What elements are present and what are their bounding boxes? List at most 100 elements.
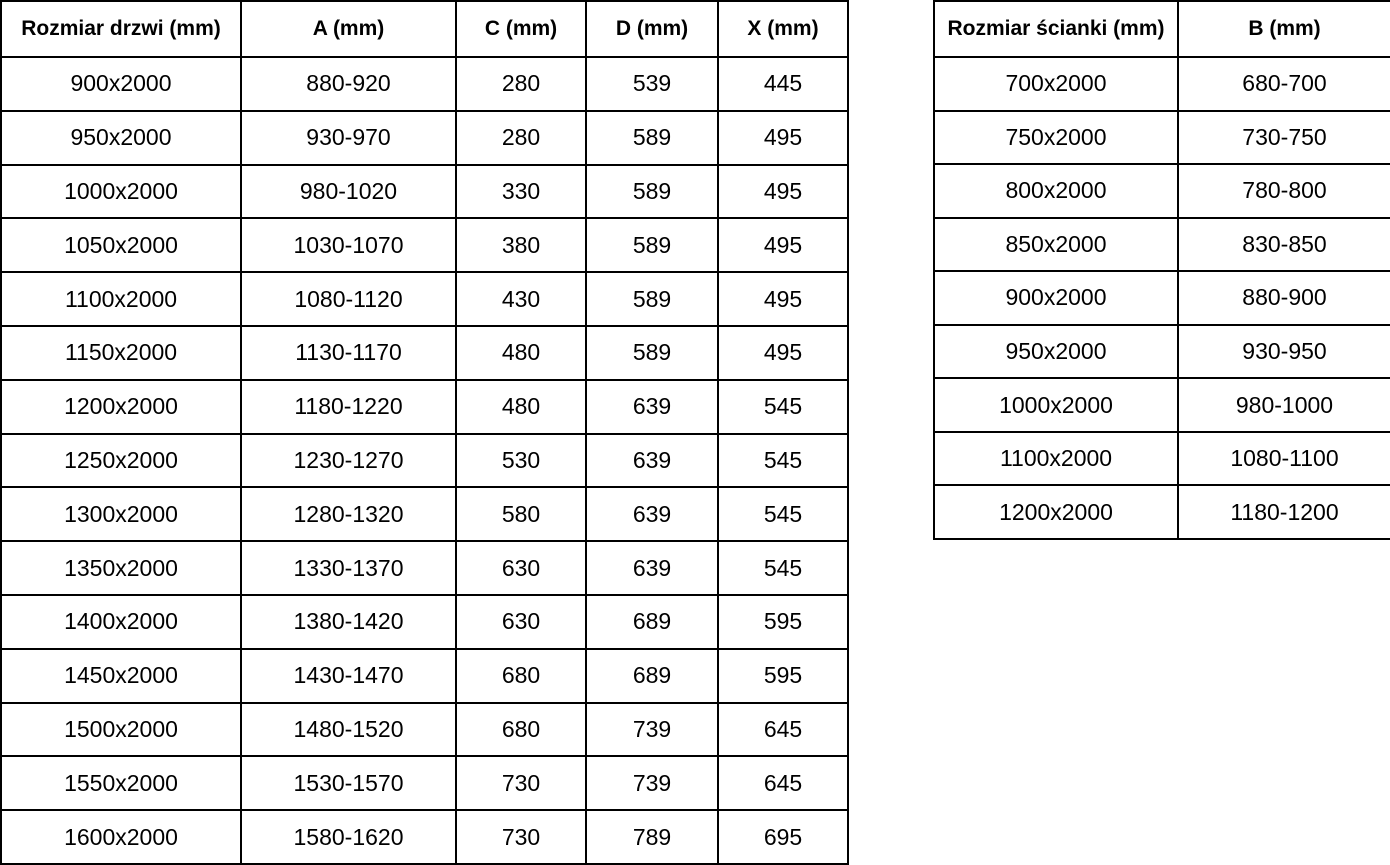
table-cell: 880-900 xyxy=(1177,270,1390,326)
table-row: 850x2000 830-850 xyxy=(933,216,1390,273)
table-cell: 950x2000 xyxy=(0,109,242,166)
table-cell: 689 xyxy=(585,593,719,650)
table-row: 1300x2000 1280-1320 580 639 545 xyxy=(0,486,849,543)
door-table-header: Rozmiar drzwi (mm) A (mm) C (mm) D (mm) X (m… xyxy=(0,0,849,58)
table-row: 1600x2000 1580-1620 730 789 695 xyxy=(0,809,849,865)
table-cell: 639 xyxy=(585,486,719,543)
table-cell: 1530-1570 xyxy=(240,755,457,812)
table-cell: 495 xyxy=(717,324,849,381)
table-cell: 1280-1320 xyxy=(240,486,457,543)
table-cell: 930-970 xyxy=(240,109,457,166)
table-cell: 930-950 xyxy=(1177,323,1390,380)
table-row: 900x2000 880-920 280 539 445 xyxy=(0,56,849,112)
table-cell: 1130-1170 xyxy=(240,324,457,381)
table-cell: 445 xyxy=(717,56,849,112)
table-cell: 1100x2000 xyxy=(0,271,242,327)
column-header: A (mm) xyxy=(240,0,457,58)
table-cell: 595 xyxy=(717,647,849,704)
table-cell: 595 xyxy=(717,593,849,650)
table-cell: 589 xyxy=(585,324,719,381)
table-row: 1000x2000 980-1000 xyxy=(933,377,1390,433)
table-cell: 545 xyxy=(717,486,849,543)
table-cell: 1180-1220 xyxy=(240,378,457,435)
table-cell: 730-750 xyxy=(1177,109,1390,166)
table-row: 1100x2000 1080-1100 xyxy=(933,430,1390,487)
table-cell: 530 xyxy=(455,432,587,489)
table-cell: 280 xyxy=(455,56,587,112)
table-cell: 900x2000 xyxy=(933,270,1179,326)
table-cell: 330 xyxy=(455,163,587,220)
table-cell: 980-1000 xyxy=(1177,377,1390,433)
column-header: C (mm) xyxy=(455,0,587,58)
table-cell: 639 xyxy=(585,540,719,596)
table-row: 1150x2000 1130-1170 480 589 495 xyxy=(0,324,849,381)
table-cell: 1180-1200 xyxy=(1177,484,1390,540)
table-cell: 680 xyxy=(455,647,587,704)
header-row: Rozmiar ścianki (mm) B (mm) xyxy=(933,0,1390,58)
table-cell: 689 xyxy=(585,647,719,704)
table-cell: 1030-1070 xyxy=(240,217,457,274)
table-cell: 495 xyxy=(717,163,849,220)
wall-size-table: Rozmiar ścianki (mm) B (mm) 700x2000 680-7… xyxy=(933,0,1390,540)
table-row: 1250x2000 1230-1270 530 639 545 xyxy=(0,432,849,489)
table-row: 750x2000 730-750 xyxy=(933,109,1390,166)
table-row: 1400x2000 1380-1420 630 689 595 xyxy=(0,593,849,650)
table-cell: 1100x2000 xyxy=(933,430,1179,487)
table-cell: 750x2000 xyxy=(933,109,1179,166)
table-row: 950x2000 930-950 xyxy=(933,323,1390,380)
column-header: X (mm) xyxy=(717,0,849,58)
table-cell: 1300x2000 xyxy=(0,486,242,543)
table-cell: 495 xyxy=(717,217,849,274)
column-header: D (mm) xyxy=(585,0,719,58)
table-cell: 950x2000 xyxy=(933,323,1179,380)
table-cell: 1200x2000 xyxy=(933,484,1179,540)
table-row: 1100x2000 1080-1120 430 589 495 xyxy=(0,271,849,327)
table-row: 1000x2000 980-1020 330 589 495 xyxy=(0,163,849,220)
table-row: 1500x2000 1480-1520 680 739 645 xyxy=(0,701,849,758)
table-cell: 1580-1620 xyxy=(240,809,457,865)
table-cell: 1080-1100 xyxy=(1177,430,1390,487)
column-header: Rozmiar ścianki (mm) xyxy=(933,0,1179,58)
table-row: 1450x2000 1430-1470 680 689 595 xyxy=(0,647,849,704)
table-cell: 1000x2000 xyxy=(0,163,242,220)
table-cell: 589 xyxy=(585,109,719,166)
table-cell: 645 xyxy=(717,701,849,758)
table-cell: 630 xyxy=(455,593,587,650)
table-cell: 589 xyxy=(585,217,719,274)
door-table-body: 900x2000 880-920 280 539 445 950x2000 930-970 2… xyxy=(0,56,849,865)
table-cell: 495 xyxy=(717,271,849,327)
table-cell: 1480-1520 xyxy=(240,701,457,758)
table-row: 700x2000 680-700 xyxy=(933,56,1390,112)
table-cell: 1150x2000 xyxy=(0,324,242,381)
table-cell: 539 xyxy=(585,56,719,112)
table-cell: 1050x2000 xyxy=(0,217,242,274)
table-cell: 545 xyxy=(717,432,849,489)
table-cell: 1400x2000 xyxy=(0,593,242,650)
header-row: Rozmiar drzwi (mm) A (mm) C (mm) D (mm) X (m… xyxy=(0,0,849,58)
table-cell: 1430-1470 xyxy=(240,647,457,704)
table-cell: 900x2000 xyxy=(0,56,242,112)
table-cell: 850x2000 xyxy=(933,216,1179,273)
table-cell: 1250x2000 xyxy=(0,432,242,489)
table-cell: 1380-1420 xyxy=(240,593,457,650)
table-cell: 980-1020 xyxy=(240,163,457,220)
table-cell: 639 xyxy=(585,378,719,435)
table-row: 1200x2000 1180-1220 480 639 545 xyxy=(0,378,849,435)
table-cell: 495 xyxy=(717,109,849,166)
wall-table-header: Rozmiar ścianki (mm) B (mm) xyxy=(933,0,1390,58)
table-row: 950x2000 930-970 280 589 495 xyxy=(0,109,849,166)
table-cell: 280 xyxy=(455,109,587,166)
table-cell: 1230-1270 xyxy=(240,432,457,489)
table-cell: 1600x2000 xyxy=(0,809,242,865)
table-cell: 380 xyxy=(455,217,587,274)
table-cell: 645 xyxy=(717,755,849,812)
table-cell: 1350x2000 xyxy=(0,540,242,596)
table-cell: 1000x2000 xyxy=(933,377,1179,433)
wall-table-body: 700x2000 680-700 750x2000 730-750 800x2000 78… xyxy=(933,56,1390,540)
table-cell: 739 xyxy=(585,701,719,758)
table-cell: 1080-1120 xyxy=(240,271,457,327)
table-row: 1550x2000 1530-1570 730 739 645 xyxy=(0,755,849,812)
table-row: 1050x2000 1030-1070 380 589 495 xyxy=(0,217,849,274)
table-cell: 580 xyxy=(455,486,587,543)
